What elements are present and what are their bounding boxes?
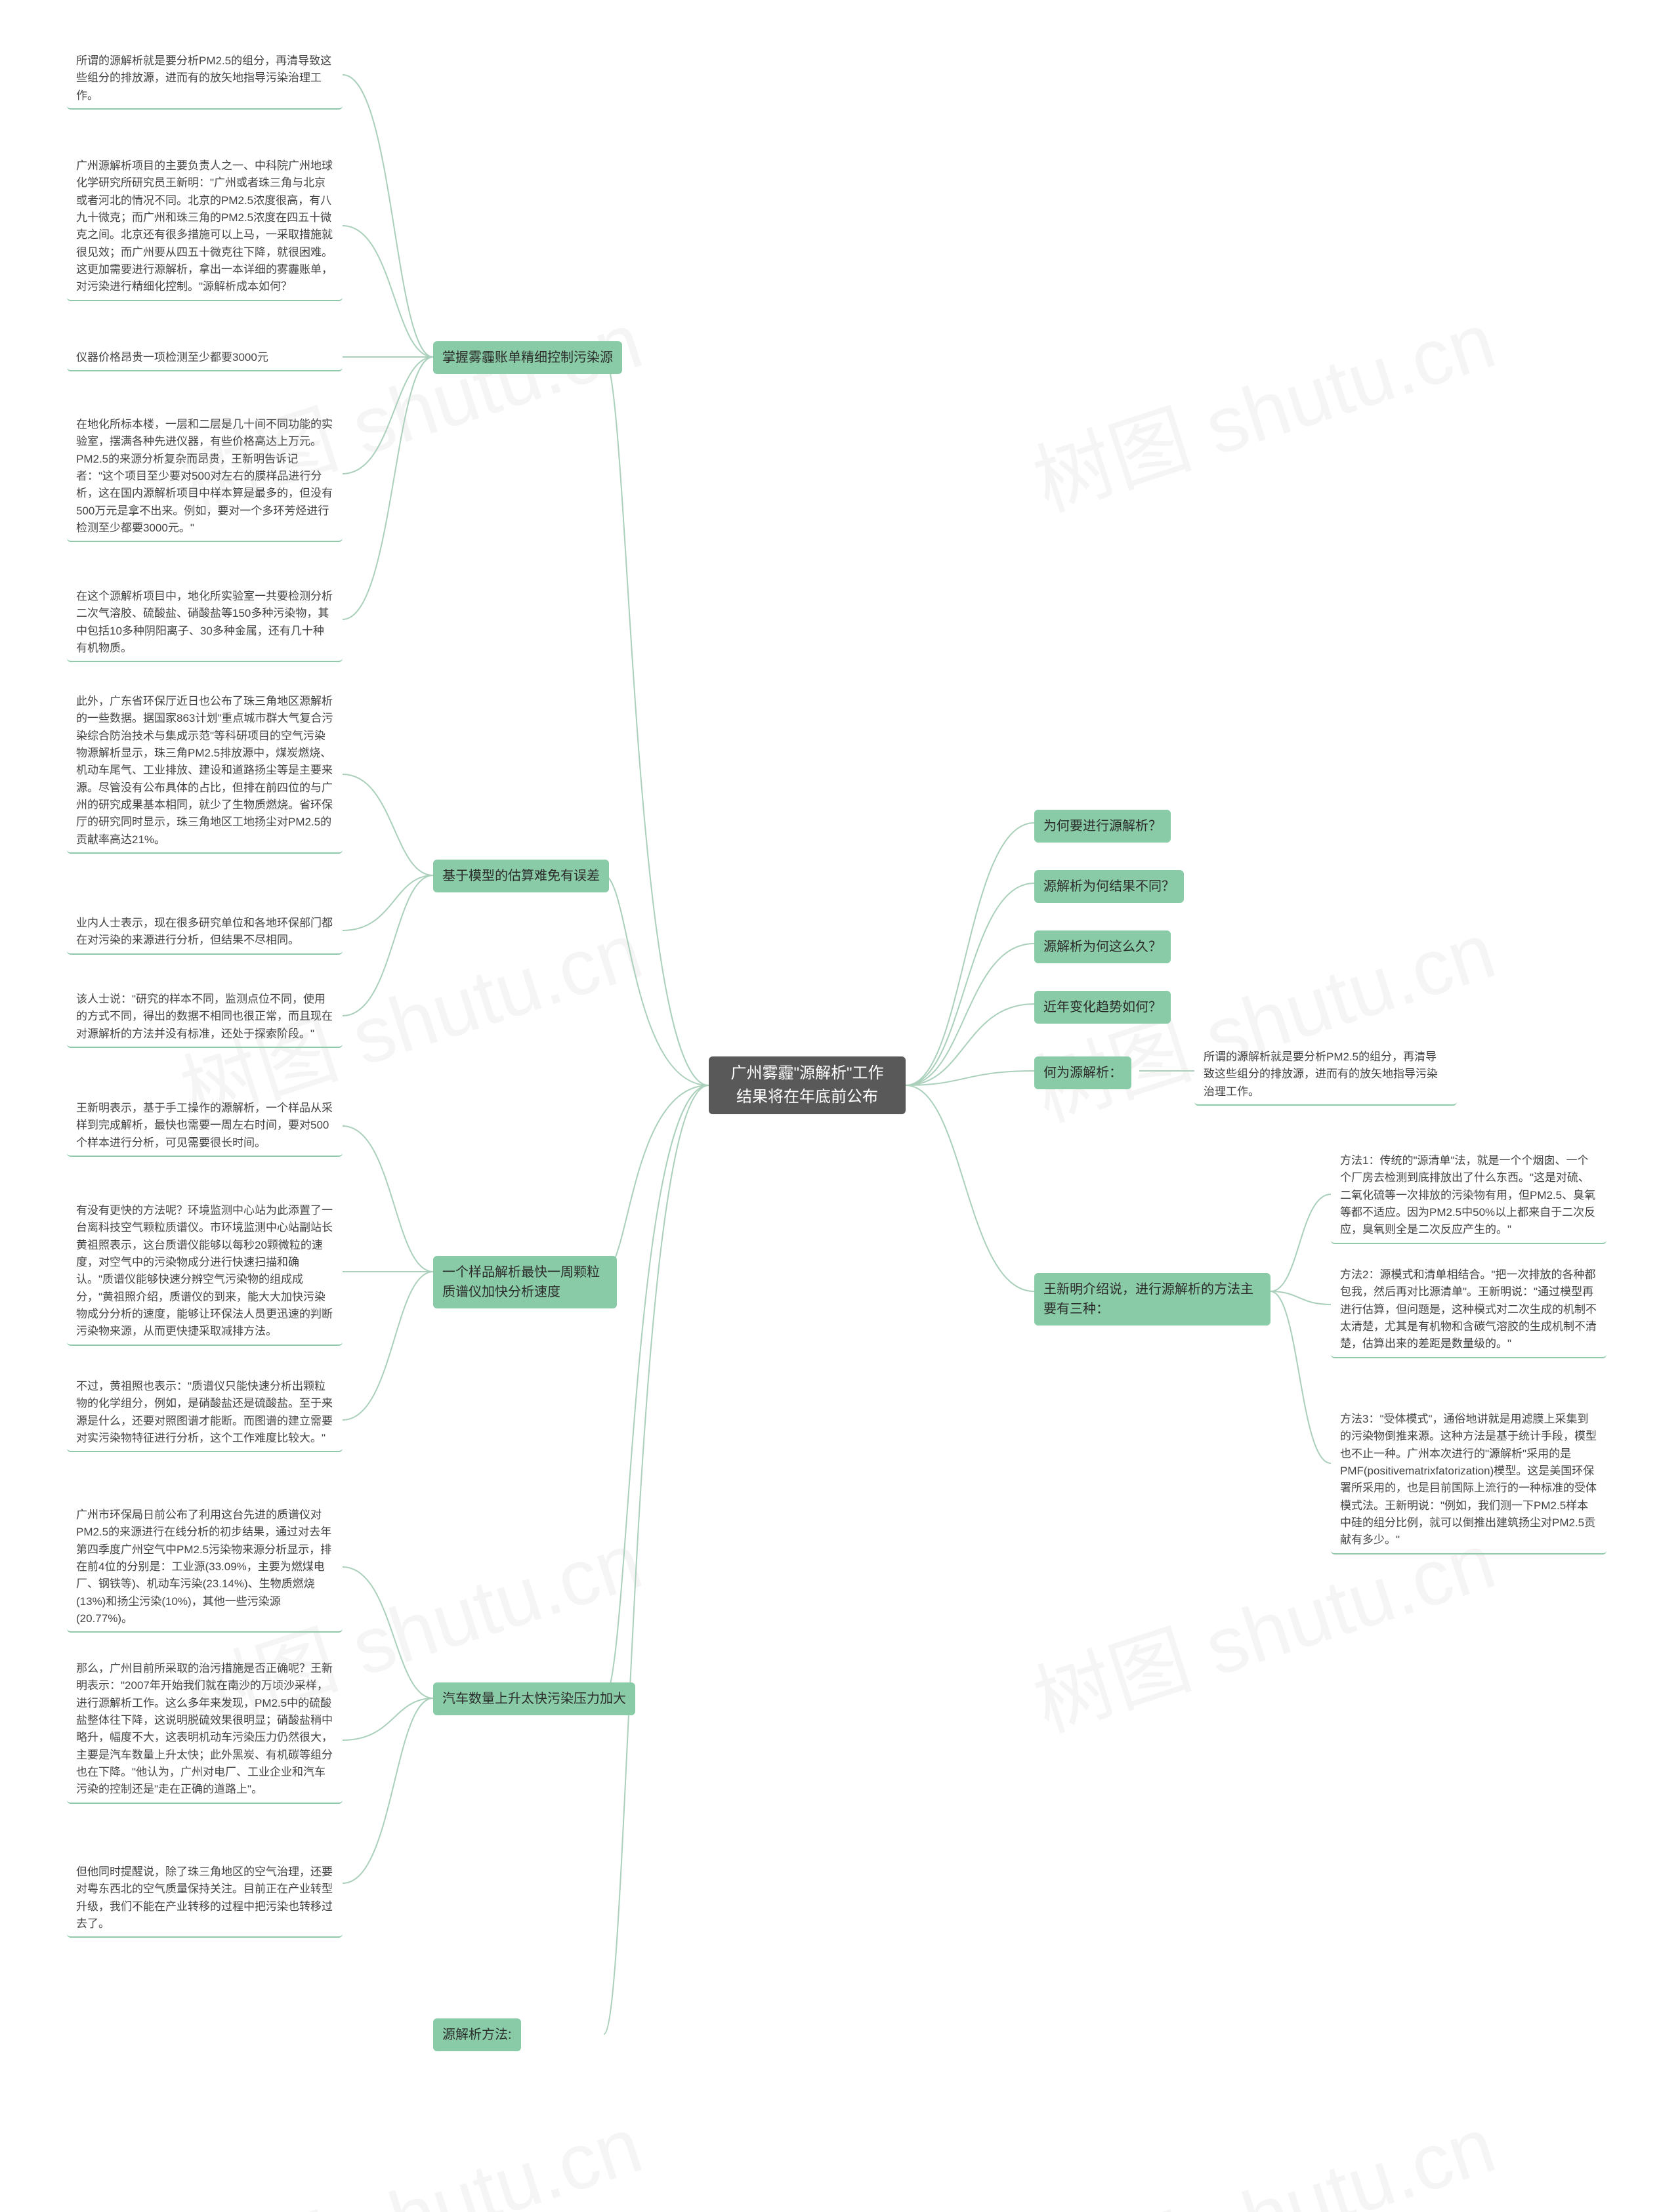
leaf-b3-0: 王新明表示，基于手工操作的源解析，一个样品从采样到完成解析，最快也需要一周左右时… <box>67 1093 343 1157</box>
branch-car-growth[interactable]: 汽车数量上升太快污染压力加大 <box>433 1682 635 1715</box>
leaf-b2-1: 业内人士表示，现在很多研究单位和各地环保部门都在对污染的来源进行分析，但结果不尽… <box>67 908 343 955</box>
leaf-b2-0: 此外，广东省环保厅近日也公布了珠三角地区源解析的一些数据。据国家863计划"重点… <box>67 686 343 854</box>
center-line2: 结果将在年底前公布 <box>736 1085 878 1109</box>
branch-why-different[interactable]: 源解析为何结果不同？ <box>1034 870 1184 903</box>
leaf-method-3: 方法3："受体模式"，通俗地讲就是用滤膜上采集到的污染物倒推来源。这种方法是基于… <box>1331 1404 1606 1555</box>
center-line1: 广州雾霾"源解析"工作 <box>730 1062 883 1085</box>
branch-method-list[interactable]: 源解析方法: <box>433 2018 521 2051</box>
branch-why-perform[interactable]: 为何要进行源解析？ <box>1034 810 1171 843</box>
leaf-b4-1: 那么，广州目前所采取的治污措施是否正确呢？王新明表示："2007年开始我们就在南… <box>67 1654 343 1804</box>
branch-control-source[interactable]: 掌握雾霾账单精细控制污染源 <box>433 341 622 374</box>
center-topic[interactable]: 广州雾霾"源解析"工作 结果将在年底前公布 <box>709 1056 906 1114</box>
branch-methods[interactable]: 王新明介绍说，进行源解析的方法主要有三种： <box>1034 1273 1270 1325</box>
leaf-b4-2: 但他同时提醒说，除了珠三角地区的空气治理，还要对粤东西北的空气质量保持关注。目前… <box>67 1857 343 1938</box>
branch-what-is[interactable]: 何为源解析： <box>1034 1056 1131 1089</box>
leaf-b1-2: 仪器价格昂贵一项检测至少都要3000元 <box>67 343 343 371</box>
leaf-b4-0: 广州市环保局日前公布了利用这台先进的质谱仪对PM2.5的来源进行在线分析的初步结… <box>67 1500 343 1633</box>
branch-recent-trend[interactable]: 近年变化趋势如何？ <box>1034 991 1171 1024</box>
branch-mass-spec[interactable]: 一个样品解析最快一周颗粒质谱仪加快分析速度 <box>433 1256 617 1308</box>
watermark: 树图 shutu.cn <box>165 2081 654 2212</box>
leaf-b3-2: 不过，黄祖照也表示："质谱仪只能快速分析出颗粒物的化学组分，例如，是硝酸盐还是硫… <box>67 1371 343 1452</box>
leaf-method-2: 方法2：源模式和清单相结合。"把一次排放的各种都包我，然后再对比源清单"。王新明… <box>1331 1260 1606 1358</box>
mindmap-canvas: 树图 shutu.cn 树图 shutu.cn 树图 shutu.cn 树图 s… <box>0 0 1680 2212</box>
leaf-b1-4: 在这个源解析项目中，地化所实验室一共要检测分析二次气溶胶、硫酸盐、硝酸盐等150… <box>67 581 343 662</box>
leaf-b1-0: 所谓的源解析就是要分析PM2.5的组分，再清导致这些组分的排放源，进而有的放矢地… <box>67 46 343 110</box>
branch-why-so-long[interactable]: 源解析为何这么久？ <box>1034 930 1171 963</box>
watermark: 树图 shutu.cn <box>1018 277 1507 533</box>
leaf-b2-2: 该人士说："研究的样本不同，监测点位不同，使用的方式不同，得出的数据不相同也很正… <box>67 984 343 1048</box>
branch-model-error[interactable]: 基于模型的估算难免有误差 <box>433 860 609 892</box>
watermark: 树图 shutu.cn <box>1018 2081 1507 2212</box>
leaf-source-desc: 所谓的源解析就是要分析PM2.5的组分，再清导致这些组分的排放源，进而有的放矢地… <box>1194 1042 1457 1106</box>
leaf-method-1: 方法1：传统的"源清单"法，就是一个个烟囱、一个个厂房去检测到底排放出了什么东西… <box>1331 1146 1606 1244</box>
leaf-b1-1: 广州源解析项目的主要负责人之一、中科院广州地球化学研究所研究员王新明："广州或者… <box>67 151 343 301</box>
leaf-b1-3: 在地化所标本楼，一层和二层是几十间不同功能的实验室，摆满各种先进仪器，有些价格高… <box>67 409 343 542</box>
leaf-b3-1: 有没有更快的方法呢？环境监测中心站为此添置了一台离科技空气颗粒质谱仪。市环境监测… <box>67 1196 343 1346</box>
